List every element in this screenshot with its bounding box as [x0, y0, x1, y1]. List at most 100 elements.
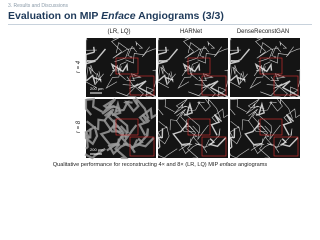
vessel [229, 126, 242, 145]
zoom-box [259, 118, 283, 136]
vessel [135, 95, 150, 119]
vessel [176, 111, 201, 134]
vessel [244, 122, 263, 146]
slide-title: Evaluation on MIP Enface Angiograms (3/3… [8, 10, 224, 22]
vessel [181, 64, 198, 80]
zoom-box [201, 136, 227, 157]
vessel [229, 99, 236, 116]
vessel [86, 74, 102, 85]
vessel [157, 121, 168, 139]
vessel [211, 108, 229, 123]
vessel [279, 41, 288, 49]
vessel [158, 98, 175, 113]
caption-text: angiograms [236, 162, 268, 168]
vessel [157, 60, 170, 89]
vessel [85, 37, 88, 41]
vessel [210, 114, 223, 136]
vessel [109, 64, 126, 80]
vessel [183, 61, 199, 72]
vessel [246, 103, 265, 115]
vessel [111, 61, 127, 72]
angiogram [158, 99, 228, 158]
vessel [283, 108, 301, 123]
column-header: DenseReconstGAN [236, 29, 290, 35]
zoom-box [187, 57, 211, 75]
vessel [216, 86, 227, 98]
column-header: HARNet [179, 29, 202, 35]
vessel [296, 69, 301, 88]
vessel [256, 47, 279, 59]
vessel [224, 69, 229, 88]
vessel [157, 128, 164, 150]
vessel [86, 97, 104, 113]
vessel [141, 46, 157, 58]
section-label: 3. Results and Discussions [8, 3, 69, 9]
vessel [229, 121, 240, 139]
vessel [247, 98, 260, 108]
vessel [169, 119, 195, 132]
vessel [126, 76, 139, 89]
vessel [175, 98, 188, 108]
caption-text: Qualitative performance for reconstructi… [52, 162, 220, 168]
zoom-box [201, 75, 227, 96]
vessel [257, 119, 273, 145]
vessel [253, 64, 270, 80]
vessel [239, 71, 248, 85]
title-text: Angiograms (3/3) [135, 10, 224, 22]
vessel [105, 66, 122, 89]
vessel [180, 143, 200, 154]
vessel [114, 42, 130, 63]
vessel [116, 87, 137, 98]
slide: {"header": {"section": "3. Results and D… [0, 3, 320, 168]
vessel [84, 125, 99, 146]
vessel [187, 101, 201, 112]
vessel [207, 137, 227, 148]
vessel [111, 37, 122, 52]
zoom-box [115, 57, 139, 75]
vessel [197, 53, 217, 64]
vessel [254, 62, 273, 73]
vessel [198, 76, 211, 89]
vessel [135, 80, 157, 98]
vessel [112, 47, 135, 59]
vessel [203, 128, 221, 149]
vessel [264, 124, 281, 141]
title-italic: Enface [101, 10, 136, 22]
vessel [275, 128, 293, 149]
title-text: Evaluation on MIP [8, 10, 102, 22]
vessel [241, 119, 267, 132]
vessel [232, 64, 241, 75]
zoom-box [273, 75, 299, 96]
vessel [158, 74, 174, 85]
vessel [185, 119, 201, 145]
vessel [260, 87, 281, 98]
vessel [110, 62, 129, 73]
vessel [229, 128, 236, 150]
vessel [119, 124, 138, 144]
vessel [229, 148, 250, 159]
vessel [279, 80, 301, 98]
zoom-box [187, 118, 211, 136]
vessel [126, 73, 142, 81]
vessel [198, 73, 214, 81]
vessel [172, 122, 191, 146]
vessel [252, 143, 272, 154]
vessel [85, 39, 97, 51]
vessel [288, 86, 299, 98]
vessel [285, 46, 301, 58]
vessel [103, 110, 129, 134]
vessel [255, 61, 271, 72]
caption: Qualitative performance for reconstructi… [0, 162, 320, 168]
vessel [183, 37, 194, 52]
angiogram [230, 99, 300, 158]
vessel [259, 138, 271, 159]
vessel [207, 80, 229, 98]
vessel [208, 98, 221, 119]
vessel [127, 45, 138, 58]
caption-italic: enface [219, 162, 237, 168]
vessel [192, 124, 209, 141]
vessel [157, 37, 160, 41]
vessel [130, 128, 150, 150]
vessel [271, 45, 282, 58]
vessel [229, 37, 232, 41]
